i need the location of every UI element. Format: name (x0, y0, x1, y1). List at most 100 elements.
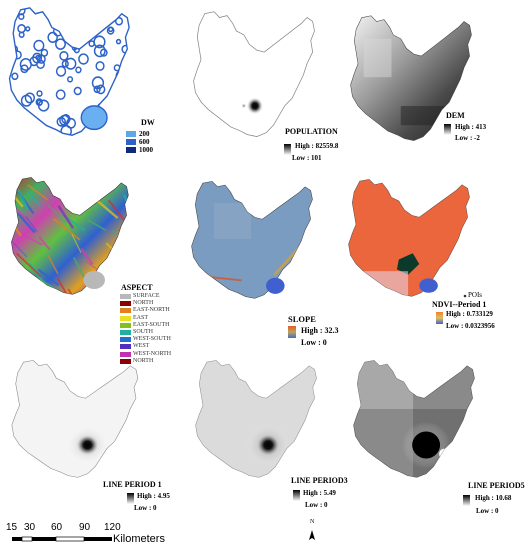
aspect-legend-label: WEST (133, 343, 150, 350)
slope-title: SLOPE (288, 314, 316, 324)
dw-buffer-ring (65, 31, 76, 43)
dw-buffer-ring (57, 10, 71, 25)
dw-buffer-ring (67, 76, 74, 83)
ndvi-high: High : 0.733129 (446, 310, 493, 318)
line-3-low: Low : 0 (305, 501, 328, 509)
aspect-texture-stroke (57, 293, 81, 295)
aspect-texture-stroke (102, 302, 122, 317)
scale-tick-90: 90 (79, 522, 91, 533)
aspect-texture-stroke (12, 205, 33, 225)
dw-buffer-ring (25, 26, 31, 32)
aspect-texture-stroke (72, 256, 87, 281)
dw-buffer-ring (20, 94, 33, 107)
north-label: N (310, 519, 315, 525)
aspect-texture-stroke (107, 199, 125, 221)
scale-tick-120: 120 (104, 522, 121, 533)
dem-map (350, 15, 472, 142)
line-period-3-map (195, 359, 317, 478)
slope-high: High : 32.3 (301, 326, 339, 335)
dw-buffer-ring (35, 98, 43, 107)
aspect-texture-stroke (16, 212, 36, 234)
line-period-5-map (353, 359, 475, 478)
dw-buffer-ring (95, 61, 105, 71)
aspect-legend-swatch (120, 337, 131, 343)
aspect-legend-label: EAST (133, 314, 148, 321)
dw-buffer-ring (24, 92, 36, 104)
aspect-texture-stroke (16, 252, 42, 277)
aspect-legend-swatch (120, 344, 131, 350)
aspect-texture-stroke (131, 233, 156, 249)
aspect-texture-stroke (27, 191, 42, 207)
ndvi-legend-ramp (436, 312, 443, 324)
dw-buffer-ring (11, 72, 19, 81)
aspect-texture-stroke (122, 194, 129, 217)
line-3-title: LINE PERIOD3 (291, 476, 348, 485)
dw-buffer-ring (11, 120, 24, 135)
line-5-title: LINE PERIOD5 (468, 481, 525, 490)
aspect-texture-stroke (134, 213, 159, 232)
dw-buffer-ring (18, 13, 25, 21)
dw-buffer-ring (64, 57, 77, 70)
dw-buffer-ring (85, 12, 95, 23)
dw-buffer-ring (96, 84, 106, 95)
aspect-legend-swatch (120, 308, 131, 314)
dw-buffer-ring (75, 66, 82, 74)
aspect-texture-stroke (19, 232, 43, 246)
line-1-low: Low : 0 (134, 504, 157, 512)
aspect-legend-label: EAST-NORTH (133, 307, 170, 314)
scale-tick-60: 60 (51, 522, 63, 533)
line-5-low: Low : 0 (476, 507, 499, 515)
dw-buffer-ring (20, 117, 31, 128)
line-1-legend-ramp (127, 493, 134, 504)
dw-buffer-ring (86, 21, 93, 29)
ndvi-title: NDVI--Period 1 (432, 300, 487, 309)
aspect-texture-stroke (125, 218, 129, 233)
aspect-texture-stroke (125, 262, 129, 284)
aspect-legend-label: NORTH (133, 300, 154, 307)
dw-buffer-ring (9, 99, 17, 109)
line-period-1-map (11, 359, 139, 478)
dw-buffer-ring (121, 119, 130, 133)
dw-buffer-ring (91, 76, 105, 90)
dw-buffer-ring (93, 35, 106, 49)
dw-buffer-ring (18, 31, 25, 38)
dw-buffer-ring (113, 124, 122, 133)
aspect-title: ASPECT (121, 283, 153, 292)
aspect-texture-stroke (38, 236, 51, 251)
line-5-high: High : 10.68 (475, 494, 512, 502)
dw-buffer-ring (78, 53, 89, 65)
dw-buffer-ring (73, 86, 82, 96)
dw-class-1000: 1000 (139, 146, 153, 154)
aspect-texture-stroke (37, 268, 60, 287)
dw-buffer-ring (120, 105, 129, 115)
dem-high: High : 413 (455, 123, 487, 131)
aspect-texture-stroke (56, 278, 71, 295)
dw-buffer-ring (81, 14, 91, 24)
population-low: Low : 101 (292, 154, 322, 162)
dw-buffer-ring (61, 17, 74, 30)
dw-buffer-ring (57, 12, 71, 26)
dw-buffer-ring (55, 89, 66, 100)
dem-title: DEM (446, 111, 465, 120)
line-1-title: LINE PERIOD 1 (103, 480, 162, 489)
dw-buffer-ring (25, 119, 36, 131)
dw-buffer-ring (106, 26, 115, 35)
aspect-legend-label: WEST-SOUTH (133, 336, 171, 343)
dw-buffer-ring (59, 51, 69, 61)
aspect-map (10, 176, 159, 317)
dw-buffer-ring (35, 54, 41, 61)
aspect-texture-stroke (17, 189, 29, 211)
dw-buffer-ring (93, 85, 101, 94)
north-arrow (309, 530, 315, 540)
dw-buffer-ring (123, 70, 129, 77)
line-3-legend-ramp (293, 490, 300, 501)
dw-buffer-ring (48, 11, 61, 24)
aspect-texture-stroke (67, 288, 80, 295)
aspect-texture-stroke (71, 233, 82, 253)
aspect-texture-stroke (25, 216, 38, 232)
aspect-legend-swatch (120, 322, 131, 328)
aspect-texture-stroke (47, 204, 67, 224)
pois-marker (463, 294, 467, 298)
dw-legend-box-200 (126, 131, 136, 137)
dw-buffer-ring (15, 114, 26, 125)
